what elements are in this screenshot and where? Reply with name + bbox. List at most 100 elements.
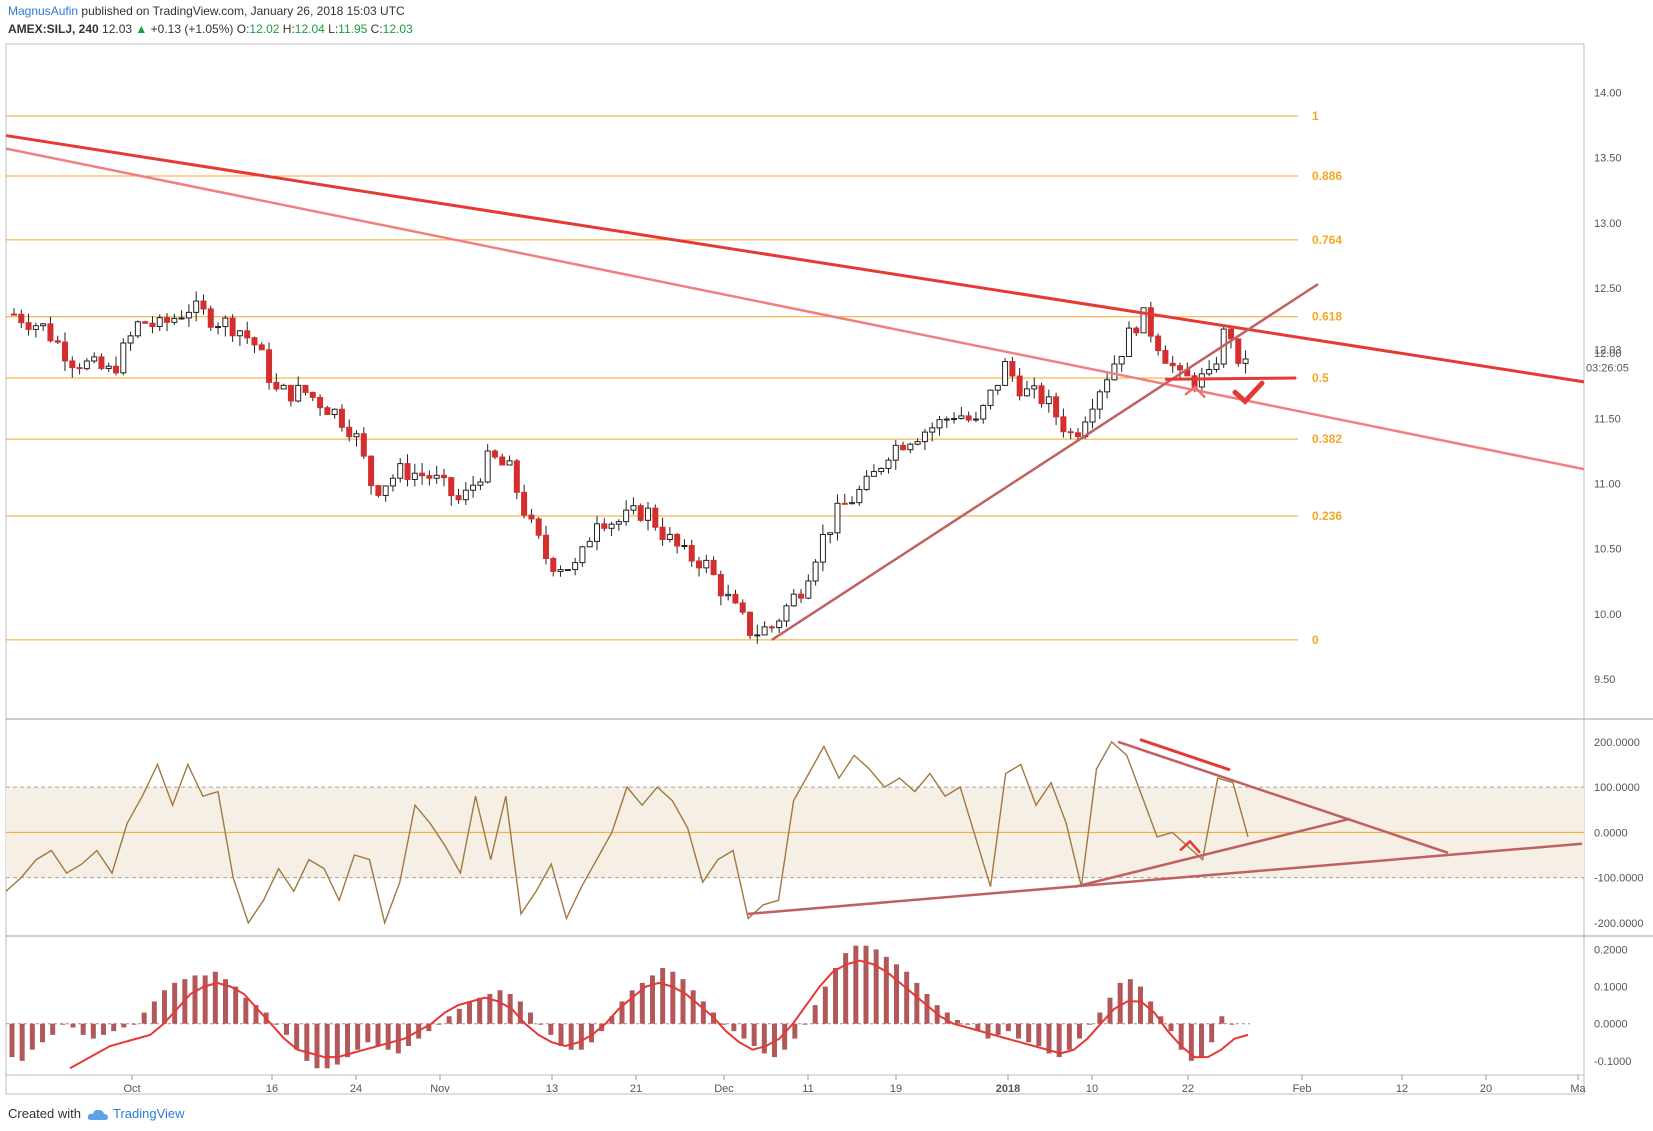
histogram-bar (131, 1023, 137, 1025)
oscillator-support-line (747, 842, 1583, 916)
histogram-bar (660, 968, 666, 1024)
candle-up (994, 384, 1001, 391)
histogram-bar (1097, 1012, 1103, 1024)
candle-down (47, 323, 54, 342)
candle-down (404, 463, 411, 480)
candle-up (878, 467, 885, 473)
time-tick-label: 2018 (996, 1083, 1020, 1095)
candle-down (448, 477, 455, 497)
histogram-bar (721, 1023, 727, 1025)
candle-down (535, 518, 542, 536)
ascending-trendline (771, 283, 1319, 641)
candle-down (637, 505, 644, 521)
candle-down (164, 317, 171, 323)
candle-up (171, 317, 178, 323)
candle-down (528, 514, 535, 520)
time-tick-label: Dec (714, 1083, 734, 1095)
oscillator-tick-label: 100.0000 (1594, 782, 1640, 794)
candle-up (389, 477, 396, 487)
parallel-trendline (5, 147, 1585, 471)
price-tick-label: 10.00 (1594, 609, 1622, 621)
histogram-bar (944, 1012, 950, 1024)
histogram-bar (1077, 1023, 1082, 1039)
time-tick-label: Oct (123, 1083, 140, 1095)
candle-up (32, 325, 39, 330)
histogram-bar (202, 975, 208, 1024)
candle-down (1227, 328, 1234, 340)
candle-up (1140, 307, 1147, 334)
time-tick-label: Nov (430, 1083, 450, 1095)
candle-up (1242, 358, 1249, 364)
fib-level-label: 0.5 (1312, 371, 1329, 385)
candle-up (462, 489, 469, 501)
time-axis: Oct 16 24 Nov 13 21 Dec 11 19 2018 10 22 Feb 12 20 Ma (123, 1075, 1587, 1095)
histogram-bar (223, 979, 228, 1024)
candle-down (324, 407, 331, 416)
candle-down (1009, 361, 1016, 377)
candle-down (346, 426, 353, 438)
divergence-line (1139, 738, 1231, 772)
candle-down (717, 574, 724, 597)
author-link[interactable]: MagnusAufin (8, 4, 79, 18)
candle-down (309, 391, 316, 398)
histogram-bar (1016, 1023, 1021, 1039)
candle-down (1053, 396, 1060, 418)
histogram-bar (192, 975, 198, 1024)
histogram-bar (436, 1023, 442, 1025)
histogram-bar (914, 982, 920, 1024)
change-arrow-icon: ▲ (135, 22, 148, 36)
candle-up (506, 460, 513, 466)
time-tick-label: Ma (1570, 1083, 1586, 1095)
close-value: 12.03 (382, 22, 413, 36)
histogram-bar (467, 1001, 472, 1024)
time-tick-label: 10 (1086, 1083, 1098, 1095)
oscillator-rising-line (1074, 817, 1351, 888)
candle-up (885, 459, 892, 469)
candle-down (1235, 338, 1242, 364)
histogram-pane: 0.2000 0.1000 0.0000 -0.1000 (6, 944, 1631, 1070)
candle-up (156, 317, 163, 328)
candle-up (863, 475, 870, 490)
candle-up (623, 509, 630, 523)
histogram-bar (1036, 1023, 1042, 1046)
tradingview-brand[interactable]: TradingView (87, 1106, 185, 1121)
histogram-bar (1005, 1023, 1011, 1032)
histogram-bar (558, 1023, 564, 1046)
candle-up (1206, 368, 1213, 375)
histogram-bar (619, 1001, 625, 1024)
histogram-bar (395, 1023, 401, 1054)
histogram-bar (1046, 1023, 1052, 1054)
candle-down (18, 313, 25, 324)
histogram-tick-label: -0.1000 (1594, 1056, 1631, 1068)
candle-up (280, 384, 287, 390)
histogram-bar (60, 1023, 66, 1025)
histogram-bar (873, 949, 879, 1024)
candle-up (1213, 363, 1220, 370)
candle-up (215, 326, 222, 329)
fib-level-label: 0.618 (1312, 310, 1342, 324)
histogram-bar (80, 1023, 86, 1035)
histogram-bar (680, 979, 686, 1024)
histogram-bar (1178, 1023, 1184, 1050)
histogram-bar (1107, 997, 1113, 1024)
candle-down (1155, 335, 1162, 352)
histogram-bar (833, 968, 838, 1024)
price-tick-label: 12.50 (1594, 283, 1622, 295)
histogram-bar (233, 986, 239, 1024)
candle-down (244, 330, 251, 339)
candle-up (331, 408, 338, 416)
candle-up (353, 433, 360, 438)
candle-up (433, 474, 440, 479)
histogram-bar (1168, 1023, 1174, 1032)
candle-up (1089, 408, 1096, 423)
oscillator-pane: 200.0000 100.0000 0.0000 -100.0000 -200.0000 (5, 737, 1644, 930)
candle-down (652, 507, 659, 528)
candle-up (856, 488, 863, 504)
candle-down (360, 433, 367, 457)
price-tick-label: 10.50 (1594, 544, 1622, 556)
histogram-bar (538, 1023, 544, 1025)
candle-down (747, 611, 754, 636)
candle-down (601, 523, 608, 529)
histogram-bar (406, 1023, 411, 1046)
